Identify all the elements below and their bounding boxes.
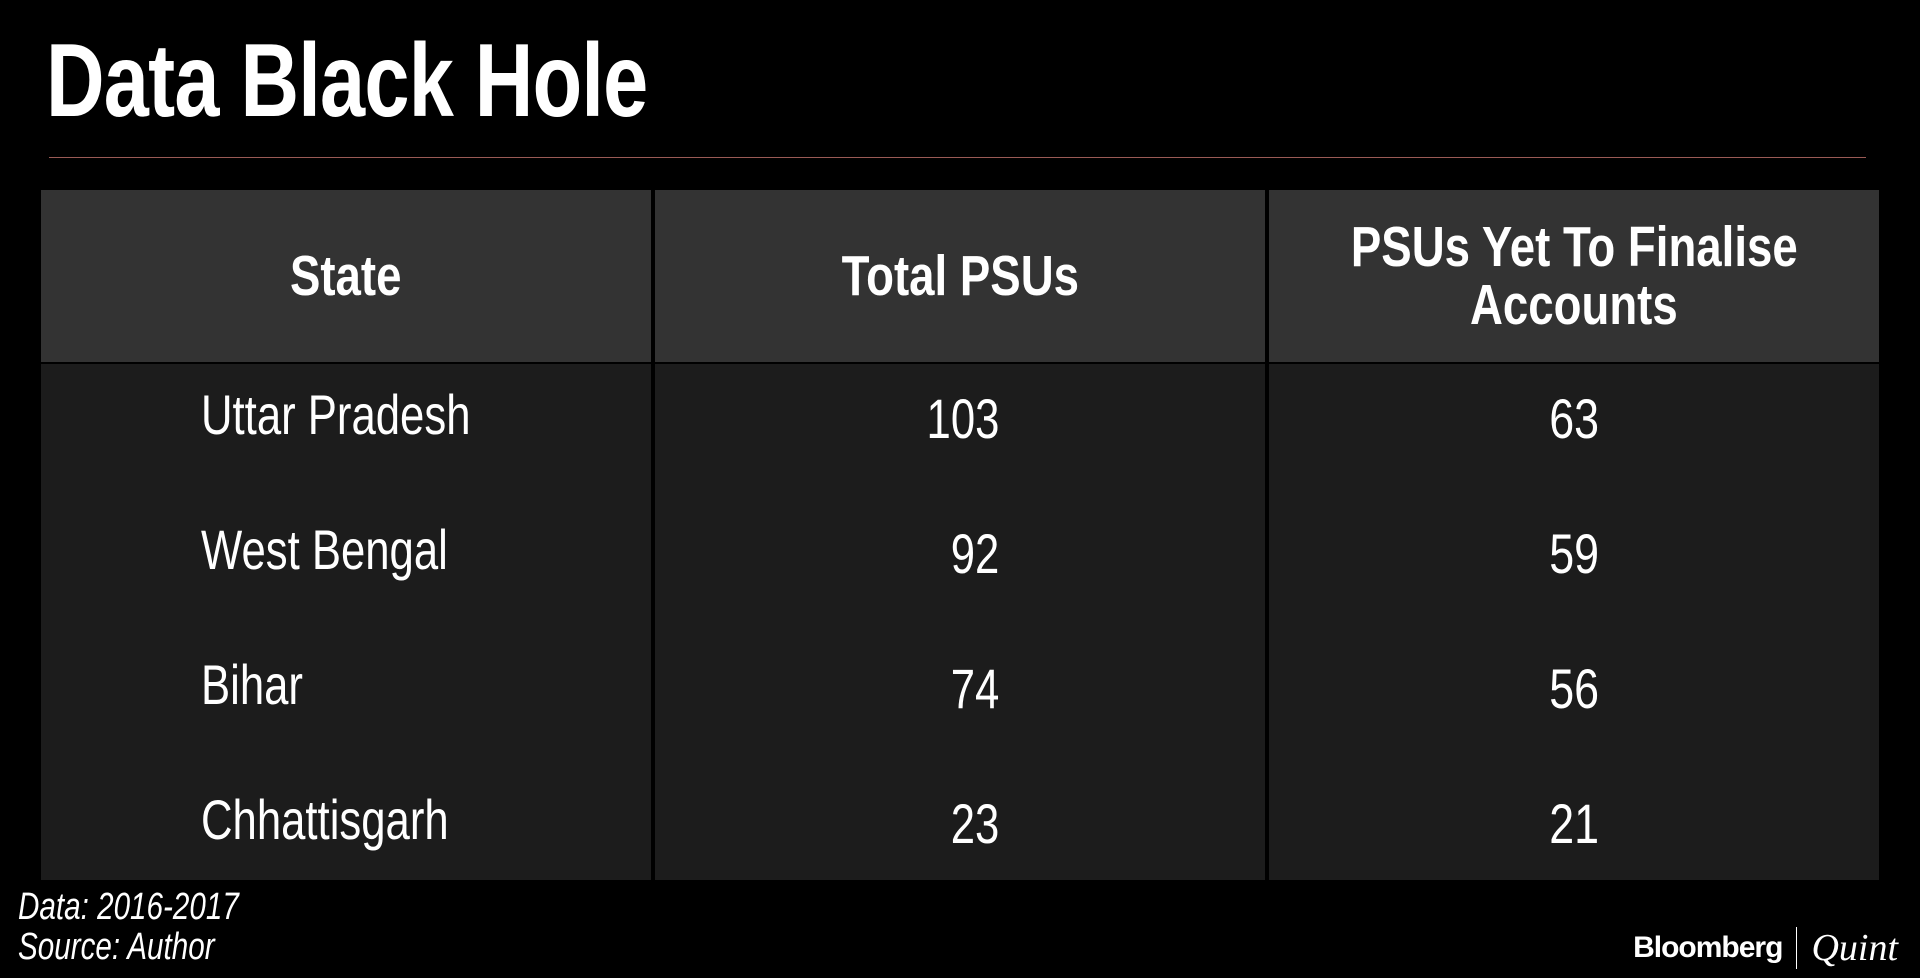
source-note: Source: Author: [18, 926, 270, 969]
cell-text: 74: [950, 657, 999, 720]
cell-total: 92: [41, 524, 999, 584]
cell-state: Chhattisgarh: [201, 790, 519, 850]
header-text: PSUs Yet To Finalise: [1350, 215, 1798, 279]
cell-pending: 59: [1269, 524, 1879, 584]
cell-text: Bihar: [201, 653, 303, 716]
data-table: State Total PSUs PSUs Yet To Finalise Acc…: [41, 190, 1879, 880]
header-text: State: [290, 244, 402, 308]
cell-total: 74: [41, 659, 999, 719]
column-body: [41, 364, 651, 880]
logo-separator: [1796, 927, 1798, 969]
logo-sub: Quint: [1811, 927, 1898, 969]
cell-state: Bihar: [201, 655, 332, 715]
page-title: Data Black Hole: [46, 22, 817, 141]
header-psus-pending: PSUs Yet To Finalise Accounts: [1269, 190, 1879, 362]
cell-text: 21: [1549, 792, 1599, 855]
cell-text: 56: [1549, 657, 1599, 720]
cell-text: Chhattisgarh: [201, 788, 449, 851]
cell-state: Uttar Pradesh: [201, 385, 547, 445]
bloombergquint-logo: Bloomberg Quint: [1633, 926, 1898, 970]
footer-text: Data: 2016-2017: [18, 886, 239, 928]
cell-text: West Bengal: [201, 518, 448, 581]
divider: [49, 157, 1866, 158]
header-text: Total PSUs: [841, 244, 1079, 308]
logo-brand: Bloomberg: [1633, 931, 1783, 964]
cell-text: 103: [926, 387, 999, 450]
cell-text: Uttar Pradesh: [201, 383, 471, 446]
header-total-psus: Total PSUs: [655, 190, 1265, 362]
cell-state: West Bengal: [201, 520, 517, 580]
cell-total: 103: [41, 389, 999, 449]
column-body: [1269, 364, 1879, 880]
cell-pending: 21: [1269, 794, 1879, 854]
header-state: State: [41, 190, 651, 362]
cell-total: 23: [41, 794, 999, 854]
cell-pending: 56: [1269, 659, 1879, 719]
header-text: Accounts: [1470, 273, 1678, 337]
column-body: [655, 364, 1265, 880]
cell-text: 92: [950, 522, 999, 585]
cell-text: 59: [1549, 522, 1599, 585]
cell-text: 63: [1549, 387, 1599, 450]
cell-pending: 63: [1269, 389, 1879, 449]
footer-text: Source: Author: [18, 926, 215, 968]
cell-text: 23: [950, 792, 999, 855]
title-text: Data Black Hole: [46, 23, 648, 139]
data-note: Data: 2016-2017: [18, 886, 301, 929]
